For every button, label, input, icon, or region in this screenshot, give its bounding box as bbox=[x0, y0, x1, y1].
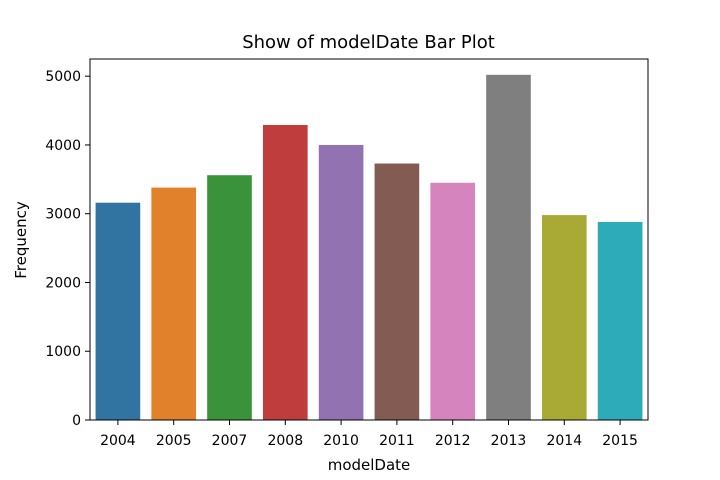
chart-title: Show of modelDate Bar Plot bbox=[242, 32, 495, 53]
bar-2004 bbox=[95, 202, 141, 420]
x-tick-label: 2013 bbox=[491, 433, 527, 449]
bars-group bbox=[95, 74, 643, 420]
x-tick-label: 2015 bbox=[602, 433, 638, 449]
plot-frame bbox=[89, 58, 649, 421]
x-tick-label: 2004 bbox=[100, 433, 136, 449]
bar-2012 bbox=[430, 182, 476, 420]
x-axis: 2004 2005 2007 2008 2010 2011 2012 2013 2014 2015 bbox=[100, 420, 638, 449]
bar-2011 bbox=[374, 163, 420, 420]
y-axis-label: Frequency bbox=[12, 201, 30, 279]
bar-2015 bbox=[597, 221, 643, 420]
y-tick-label: 2000 bbox=[45, 275, 81, 291]
x-tick-label: 2005 bbox=[156, 433, 192, 449]
y-tick-label: 0 bbox=[72, 413, 81, 429]
y-axis: 0 1000 2000 3000 4000 5000 bbox=[45, 69, 90, 429]
y-tick-label: 5000 bbox=[45, 69, 81, 85]
y-tick-label: 3000 bbox=[45, 207, 81, 223]
x-tick-label: 2011 bbox=[379, 433, 415, 449]
x-tick-label: 2012 bbox=[435, 433, 471, 449]
bar-2007 bbox=[207, 175, 252, 420]
y-tick-label: 4000 bbox=[45, 138, 81, 154]
bar-2005 bbox=[151, 187, 197, 420]
y-tick-label: 1000 bbox=[45, 344, 81, 360]
x-tick-label: 2014 bbox=[546, 433, 582, 449]
bar-2013 bbox=[486, 74, 531, 420]
x-axis-label: modelDate bbox=[328, 456, 411, 474]
x-tick-label: 2010 bbox=[323, 433, 359, 449]
bar-2014 bbox=[541, 215, 587, 420]
bar-2010 bbox=[318, 144, 364, 420]
x-tick-label: 2007 bbox=[212, 433, 248, 449]
bar-2008 bbox=[262, 125, 308, 420]
x-tick-label: 2008 bbox=[267, 433, 303, 449]
